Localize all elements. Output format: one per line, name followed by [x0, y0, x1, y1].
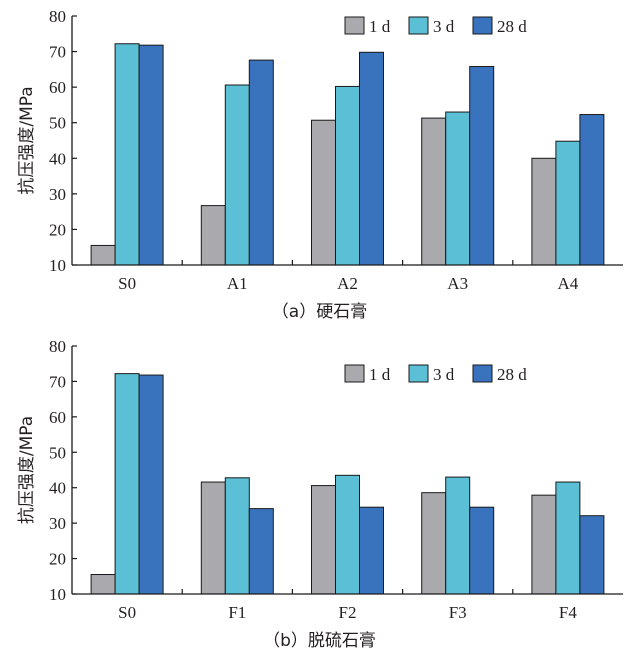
bar-b-f3-1d	[421, 492, 447, 595]
panel-caption-b: （b）脱硫石膏	[263, 630, 376, 651]
y-tick-label-20: 20	[49, 550, 66, 569]
bar-b-s0-1d	[90, 574, 116, 595]
y-tick-label-60: 60	[49, 408, 66, 427]
bar-b-f1-1d	[200, 481, 226, 595]
bar-b-s0-28d	[138, 374, 164, 595]
panel-caption-a: （a）硬石膏	[272, 301, 367, 322]
bar-a-a3-28d	[469, 66, 495, 266]
y-axis-label: 抗压强度/MPa	[17, 416, 37, 524]
legend-label-3d: 3 d	[433, 17, 455, 36]
y-tick-label-80: 80	[49, 337, 66, 356]
bar-b-f4-1d	[531, 494, 557, 595]
legend-swatch-28d	[472, 364, 493, 383]
bar-a-a2-3d	[335, 85, 360, 266]
bar-a-s0-3d	[114, 43, 140, 266]
bar-a-a4-1d	[531, 157, 557, 266]
y-tick-label-40: 40	[49, 149, 66, 168]
legend-label-3d: 3 d	[433, 365, 455, 384]
y-tick-label-20: 20	[49, 220, 66, 239]
legend-swatch-1d	[344, 364, 365, 383]
x-tick-label-a4: A4	[558, 274, 579, 293]
bar-a-a3-1d	[421, 117, 447, 266]
bar-a-a2-28d	[359, 51, 384, 266]
bar-b-f2-28d	[359, 506, 384, 595]
legend-swatch-3d	[408, 364, 429, 383]
bar-a-a4-3d	[555, 140, 581, 266]
bar-a-a4-28d	[579, 114, 605, 266]
y-tick-label-80: 80	[49, 7, 66, 26]
bar-a-a1-28d	[248, 59, 274, 266]
bar-a-s0-28d	[138, 44, 164, 266]
x-tick-label-f3: F3	[449, 603, 467, 622]
x-tick-label-s0: S0	[118, 603, 136, 622]
y-tick-label-50: 50	[49, 114, 66, 133]
chart-panel-b: S0 F1 F2 F3 F4 10 20 30 40 50 60 70 80 抗压强度/MPa 1 d 3 d…	[17, 337, 623, 651]
bar-b-f2-1d	[311, 485, 336, 595]
bar-b-f2-3d	[335, 474, 360, 595]
bar-b-f3-28d	[469, 506, 495, 595]
bar-a-a1-3d	[224, 84, 250, 266]
legend-swatch-1d	[344, 16, 365, 35]
y-tick-label-10: 10	[49, 256, 66, 275]
y-tick-label-30: 30	[49, 185, 66, 204]
y-tick-label-30: 30	[49, 514, 66, 533]
y-tick-label-60: 60	[49, 78, 66, 97]
x-tick-label-a3: A3	[447, 274, 468, 293]
bar-b-f4-28d	[579, 515, 605, 595]
legend-label-1d: 1 d	[369, 17, 391, 36]
y-tick-label-70: 70	[49, 372, 66, 391]
y-axis-label: 抗压强度/MPa	[17, 86, 37, 194]
legend-label-28d: 28 d	[497, 17, 527, 36]
legend-swatch-28d	[472, 16, 493, 35]
legend-label-28d: 28 d	[497, 365, 527, 384]
legend-label-1d: 1 d	[369, 365, 391, 384]
x-tick-label-f1: F1	[228, 603, 246, 622]
y-tick-label-40: 40	[49, 479, 66, 498]
y-tick-label-50: 50	[49, 443, 66, 462]
x-tick-label-f4: F4	[559, 603, 577, 622]
bar-b-f4-3d	[555, 481, 581, 595]
y-tick-label-10: 10	[49, 585, 66, 604]
bar-a-a3-3d	[445, 111, 471, 266]
bar-b-f1-3d	[224, 477, 250, 595]
bar-a-s0-1d	[90, 244, 116, 266]
legend-swatch-3d	[408, 16, 429, 35]
bar-b-s0-3d	[114, 373, 140, 595]
bar-b-f1-28d	[248, 508, 274, 595]
bar-a-a2-1d	[311, 119, 336, 266]
x-tick-label-s0: S0	[118, 274, 136, 293]
y-tick-label-70: 70	[49, 43, 66, 62]
chart-panel-a: S0 A1 A2 A3 A4 10 20 30 40 50 60 70 80 抗压强度/MPa 1 d 3 d…	[17, 7, 623, 322]
x-tick-label-a2: A2	[337, 274, 358, 293]
x-tick-label-f2: F2	[339, 603, 357, 622]
x-tick-label-a1: A1	[227, 274, 248, 293]
bar-b-f3-3d	[445, 476, 471, 595]
bar-a-a1-1d	[200, 205, 226, 266]
